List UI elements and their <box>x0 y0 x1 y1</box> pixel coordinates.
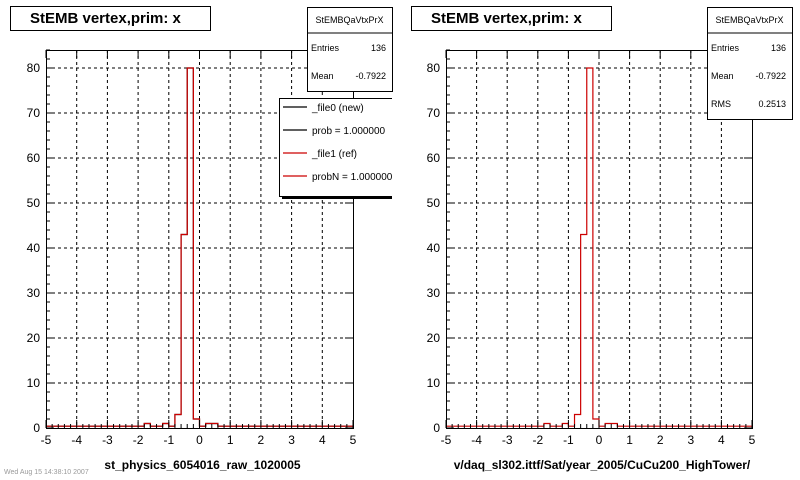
legend-entry: _file0 (new) <box>311 103 364 114</box>
legend-frame <box>279 98 392 197</box>
chart-title: StEMB vertex,prim: x <box>30 10 182 27</box>
y-tick-label: 30 <box>427 286 441 300</box>
y-tick-label: 50 <box>27 196 41 210</box>
stats-label: Mean <box>711 71 734 81</box>
x-tick-label: 4 <box>319 433 326 447</box>
y-tick-label: 50 <box>427 196 441 210</box>
histogram-series-1 <box>446 67 752 427</box>
x-tick-label: -5 <box>41 433 52 447</box>
stats-box-frame <box>307 7 393 92</box>
x-tick-label: 3 <box>288 433 295 447</box>
stats-value: -0.7922 <box>755 71 786 81</box>
y-tick-label: 40 <box>427 241 441 255</box>
y-tick-label: 0 <box>433 421 440 435</box>
x-tick-label: -5 <box>441 433 452 447</box>
x-tick-label: 5 <box>749 433 756 447</box>
title-box <box>10 6 211 31</box>
x-tick-label: 2 <box>258 433 265 447</box>
y-tick-label: 10 <box>27 376 41 390</box>
chart-title: StEMB vertex,prim: x <box>431 10 583 27</box>
histogram-panel-1: StEMB vertex,prim: x-5 -4 -3 -2 -1 0 1 2 3 4 50102… <box>10 6 393 472</box>
y-tick-label: 40 <box>27 241 41 255</box>
x-tick-label: 5 <box>350 433 357 447</box>
y-tick-label: 10 <box>427 376 441 390</box>
x-tick-label: -4 <box>71 433 82 447</box>
x-tick-label: 0 <box>196 433 203 447</box>
x-tick-label: -2 <box>532 433 543 447</box>
x-tick-label: 0 <box>596 433 603 447</box>
y-tick-label: 70 <box>27 106 41 120</box>
stats-label: Entries <box>711 43 740 53</box>
legend-content: _file0 (new) prob = 1.000000 _file1 (ref) p… <box>279 98 393 199</box>
legend-entry: probN = 1.000000 <box>312 172 393 183</box>
x-tick-label: 1 <box>626 433 633 447</box>
stats-box: StEMBQaVtxPrX Entries 136 Mean -0.7922 RMS 0.2… <box>707 7 793 120</box>
legend-entry: _file1 (ref) <box>311 149 357 160</box>
y-tick-label: 0 <box>33 421 40 435</box>
x-tick-label: -2 <box>133 433 144 447</box>
stats-label: Entries <box>311 43 340 53</box>
stats-value: 136 <box>371 43 386 53</box>
y-tick-label: 20 <box>427 331 441 345</box>
legend: _file0 (new) prob = 1.000000 _file1 (ref) p… <box>279 98 393 199</box>
x-axis-label: v/daq_sl302.ittf/Sat/year_2005/CuCu200_H… <box>454 458 751 472</box>
stats-value: -0.7922 <box>355 71 386 81</box>
footer-timestamp: Wed Aug 15 14:38:10 2007 <box>4 469 89 476</box>
x-tick-label: -1 <box>163 433 174 447</box>
y-tick-label: 60 <box>427 151 441 165</box>
stats-value: 136 <box>771 43 786 53</box>
plot-frame <box>446 50 753 429</box>
stats-box: StEMBQaVtxPrX Entries 136 Mean -0.7922 <box>307 7 393 92</box>
title-box <box>411 6 612 31</box>
y-tick-label: 60 <box>27 151 41 165</box>
x-tick-label: 3 <box>687 433 694 447</box>
y-tick-label: 80 <box>27 61 41 75</box>
y-tick-label: 20 <box>27 331 41 345</box>
stats-value: 0.2513 <box>758 99 786 109</box>
stats-box-frame <box>707 7 793 120</box>
y-tick-label: 30 <box>27 286 41 300</box>
x-tick-label: -3 <box>502 433 513 447</box>
y-tick-label: 70 <box>427 106 441 120</box>
y-tick-label: 80 <box>427 61 441 75</box>
legend-entry: prob = 1.000000 <box>312 126 386 137</box>
x-axis-label: st_physics_6054016_raw_1020005 <box>104 458 300 472</box>
stats-label: RMS <box>711 99 731 109</box>
x-tick-label: -1 <box>563 433 574 447</box>
x-tick-label: 4 <box>718 433 725 447</box>
stats-name: StEMBQaVtxPrX <box>315 15 383 25</box>
x-tick-label: -3 <box>102 433 113 447</box>
histogram-panel-2: StEMB vertex,prim: x-5 -4 -3 -2 -1 0 1 2 3 4 50102… <box>411 6 793 472</box>
grid <box>446 50 752 428</box>
x-tick-label: -4 <box>471 433 482 447</box>
x-tick-label: 1 <box>227 433 234 447</box>
stats-label: Mean <box>311 71 334 81</box>
histogram-series-2 <box>46 67 353 427</box>
x-tick-label: 2 <box>657 433 664 447</box>
stats-name: StEMBQaVtxPrX <box>715 15 783 25</box>
